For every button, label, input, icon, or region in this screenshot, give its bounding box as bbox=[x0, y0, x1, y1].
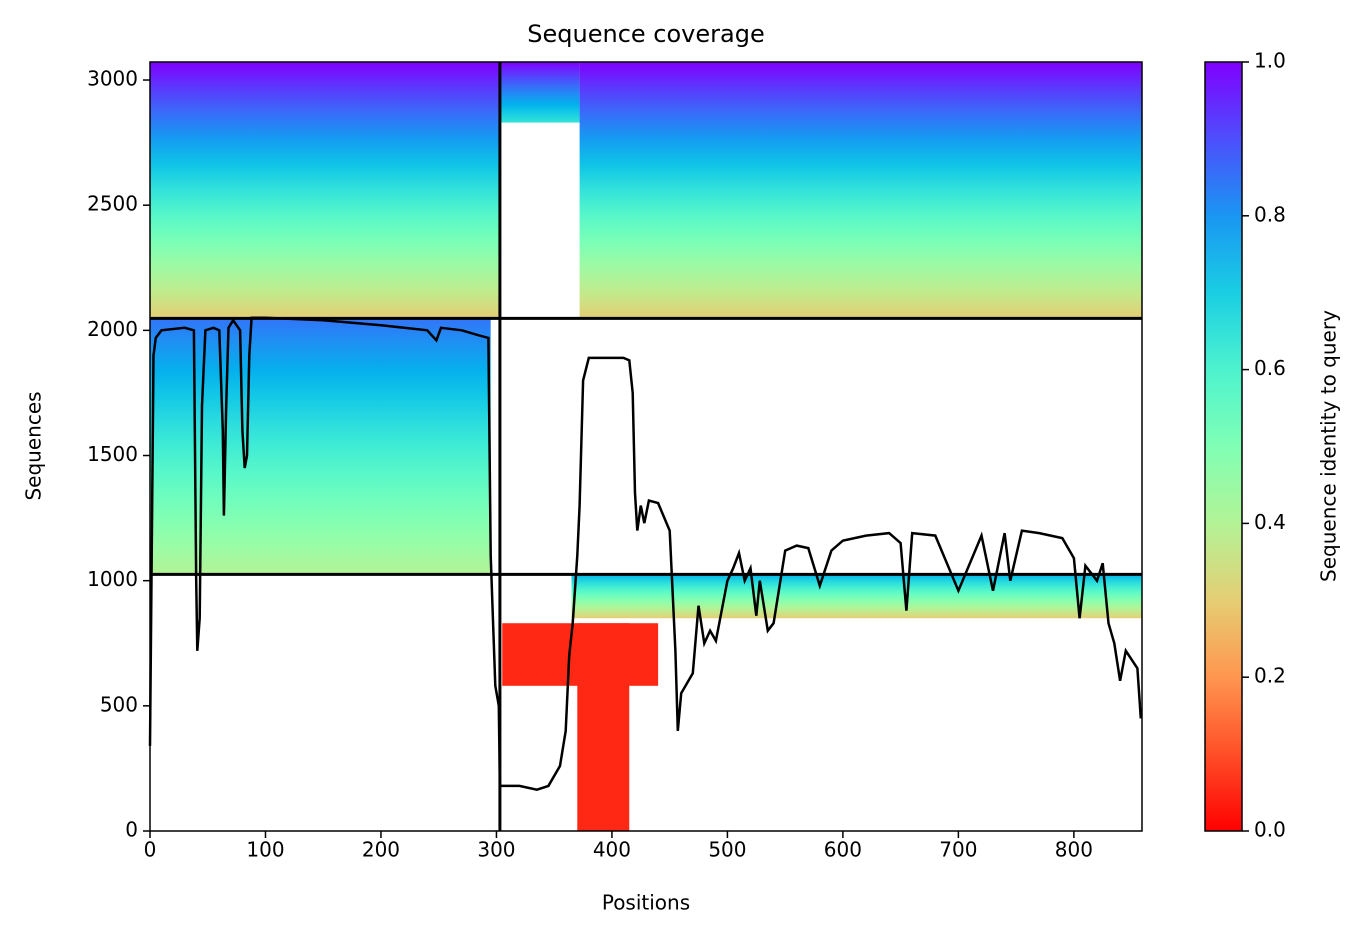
colorbar-label: Sequence identity to query bbox=[1317, 310, 1341, 582]
colorbar-tick-label: 0.6 bbox=[1254, 356, 1286, 380]
y-tick-label: 2000 bbox=[87, 317, 138, 341]
colorbar-tick-label: 0.2 bbox=[1254, 664, 1286, 688]
coverage-block bbox=[150, 62, 500, 319]
x-tick-label: 500 bbox=[708, 838, 746, 862]
x-tick-label: 400 bbox=[593, 838, 631, 862]
plot-frame bbox=[149, 61, 1143, 832]
colorbar-tick-label: 0.0 bbox=[1254, 818, 1286, 842]
coverage-block bbox=[579, 62, 1142, 319]
coverage-block bbox=[571, 574, 1142, 619]
coverage-line bbox=[148, 316, 1143, 791]
x-tick-label: 200 bbox=[362, 838, 400, 862]
colorbar-tick-label: 1.0 bbox=[1254, 49, 1286, 73]
colorbar-tick-label: 0.4 bbox=[1254, 510, 1286, 534]
x-tick-label: 100 bbox=[246, 838, 284, 862]
chart-title: Sequence coverage bbox=[527, 20, 764, 48]
coverage-block bbox=[577, 623, 630, 831]
coverage-block bbox=[499, 62, 580, 123]
x-tick-label: 700 bbox=[939, 838, 977, 862]
x-tick-label: 300 bbox=[477, 838, 515, 862]
y-tick-label: 1000 bbox=[87, 567, 138, 591]
x-tick-label: 800 bbox=[1055, 838, 1093, 862]
y-tick-label: 3000 bbox=[87, 67, 138, 91]
y-tick-label: 2500 bbox=[87, 192, 138, 216]
y-axis-label: Sequences bbox=[22, 391, 46, 500]
coverage-block bbox=[150, 318, 491, 575]
x-axis-label: Positions bbox=[602, 891, 690, 915]
x-tick-label: 600 bbox=[824, 838, 862, 862]
x-tick-label: 0 bbox=[144, 838, 157, 862]
colorbar-tick-label: 0.8 bbox=[1254, 202, 1286, 226]
colorbar bbox=[1204, 61, 1243, 832]
y-tick-label: 1500 bbox=[87, 442, 138, 466]
y-tick-label: 0 bbox=[125, 818, 138, 842]
y-tick-label: 500 bbox=[100, 692, 138, 716]
